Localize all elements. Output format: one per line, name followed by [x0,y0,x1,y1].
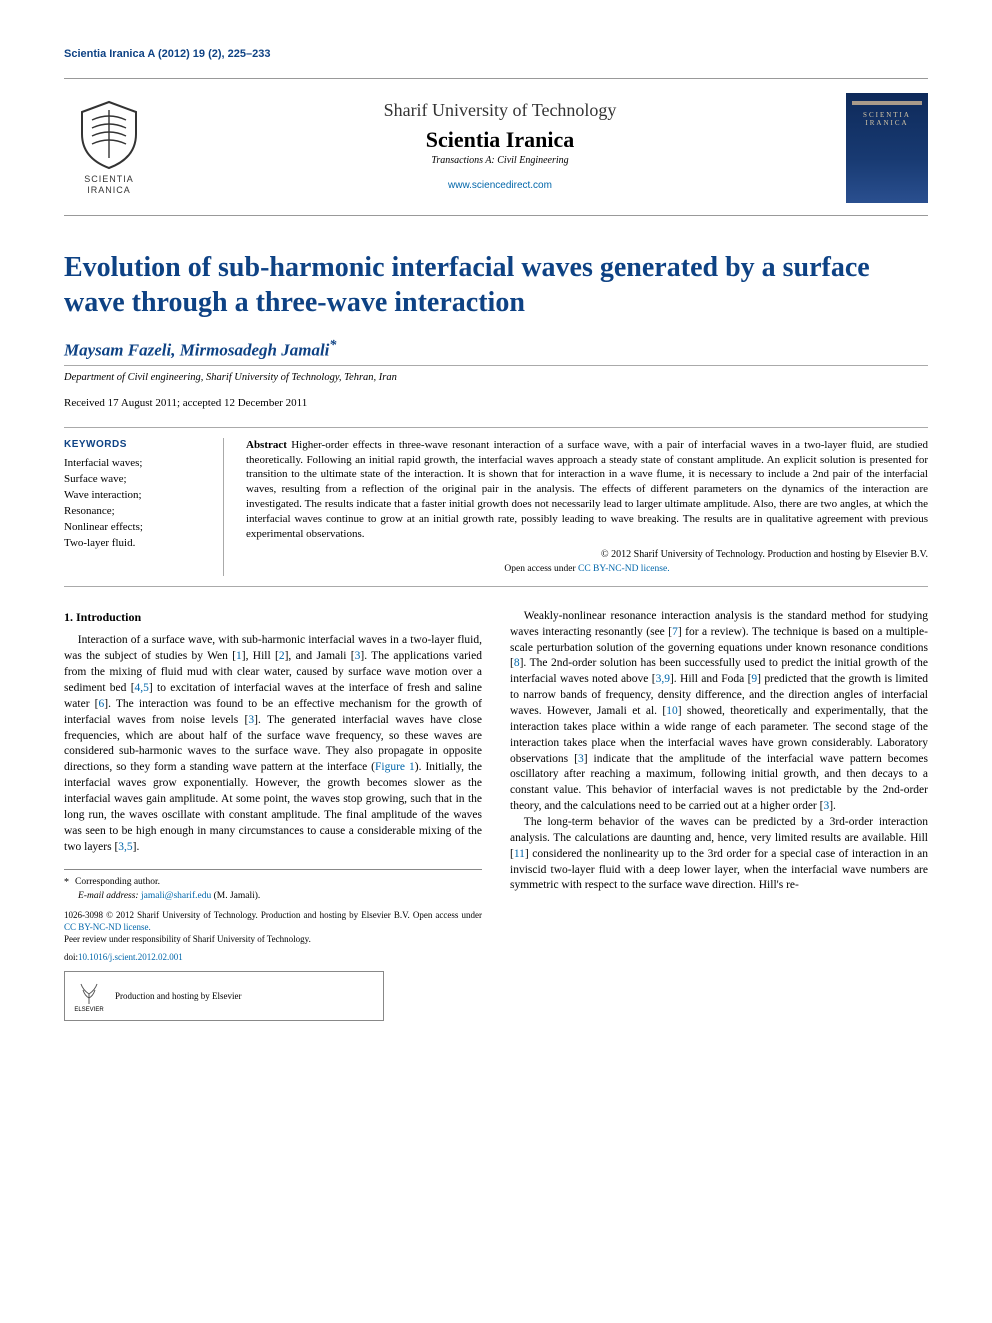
paragraph: Interaction of a surface wave, with sub-… [64,633,482,855]
body-text: ], and Jamali [ [285,650,355,662]
ref-link[interactable]: 3,9 [656,673,670,685]
article-title: Evolution of sub-harmonic interfacial wa… [64,250,928,320]
keyword-item: Two-layer fluid. [64,536,211,552]
email-suffix: (M. Jamali). [214,891,261,901]
keyword-item: Interfacial waves; [64,456,211,472]
keywords-column: KEYWORDS Interfacial waves; Surface wave… [64,438,224,576]
ref-link[interactable]: 10 [666,705,678,717]
open-access-line: Open access under CC BY-NC-ND license. [246,563,928,576]
body-columns: 1. Introduction Interaction of a surface… [64,609,928,1021]
keyword-item: Nonlinear effects; [64,520,211,536]
body-text: ] considered the nonlinearity up to the … [510,848,928,892]
journal-transactions: Transactions A: Civil Engineering [172,155,828,166]
abstract-label: Abstract [246,439,287,451]
keyword-item: Resonance; [64,504,211,520]
keyword-item: Wave interaction; [64,488,211,504]
ref-link[interactable]: 11 [514,848,525,860]
logo-caption-2: IRANICA [87,185,131,195]
body-text: ]. [133,841,140,853]
university-name: Sharif University of Technology [172,100,828,121]
copyright-line: © 2012 Sharif University of Technology. … [246,548,928,562]
footnotes: * Corresponding author. E-mail address: … [64,869,482,1021]
article-dates: Received 17 August 2011; accepted 12 Dec… [64,397,928,409]
issn-line: 1026-3098 © 2012 Sharif University of Te… [64,909,482,933]
corresponding-marker: * [329,338,336,353]
journal-logo-left: SCIENTIA IRANICA [64,93,154,203]
peer-review-line: Peer review under responsibility of Shar… [64,933,482,945]
section-heading: 1. Introduction [64,609,482,626]
open-access-prefix: Open access under [413,910,482,920]
keyword-item: Surface wave; [64,472,211,488]
authors: Maysam Fazeli, Mirmosadegh Jamali* [64,338,928,361]
doi-line: doi:10.1016/j.scient.2012.02.001 [64,951,482,963]
elsevier-logo: ELSEVIER [73,978,105,1014]
journal-cover-thumbnail [846,93,928,203]
logo-caption-1: SCIENTIA [84,174,134,184]
running-head: Scientia Iranica A (2012) 19 (2), 225–23… [64,48,928,60]
body-text: ]. [829,800,836,812]
doi-prefix: doi: [64,952,78,962]
elsevier-hosting-box: ELSEVIER Production and hosting by Elsev… [64,971,384,1021]
keywords-heading: KEYWORDS [64,438,211,453]
license-link[interactable]: CC BY-NC-ND license. [64,922,151,932]
corresponding-author-label: Corresponding author. [75,876,160,890]
license-link[interactable]: CC BY-NC-ND license. [578,564,670,574]
abstract-column: Abstract Higher-order effects in three-w… [246,438,928,576]
journal-header: SCIENTIA IRANICA Sharif University of Te… [64,78,928,216]
journal-link[interactable]: www.sciencedirect.com [448,180,552,191]
ref-link[interactable]: 3,5 [118,841,132,853]
open-access-prefix: Open access under [504,564,578,574]
paragraph: Weakly-nonlinear resonance interaction a… [510,609,928,815]
elsevier-label: ELSEVIER [74,1006,103,1014]
ref-link[interactable]: 4,5 [135,682,149,694]
body-text: ], Hill [ [242,650,279,662]
author-rule [64,365,928,366]
email-label: E-mail address: [78,891,139,901]
elsevier-tree-icon [75,980,103,1006]
email-link[interactable]: jamali@sharif.edu [141,891,211,901]
abstract-text: Higher-order effects in three-wave reson… [246,439,928,540]
author-names: Maysam Fazeli, Mirmosadegh Jamali [64,341,329,360]
shield-icon [78,100,140,170]
body-text: ). Initially, the interfacial waves grow… [64,761,482,852]
body-text: ]. Hill and Foda [ [670,673,751,685]
hosting-text: Production and hosting by Elsevier [115,990,241,1002]
issn-text: 1026-3098 © 2012 Sharif University of Te… [64,910,410,920]
paragraph: The long-term behavior of the waves can … [510,815,928,894]
journal-name: Scientia Iranica [172,127,828,153]
figure-link[interactable]: Figure 1 [375,761,415,773]
keywords-abstract-row: KEYWORDS Interfacial waves; Surface wave… [64,427,928,587]
doi-link[interactable]: 10.1016/j.scient.2012.02.001 [78,952,183,962]
footnote-marker: * [64,876,69,890]
affiliation: Department of Civil engineering, Sharif … [64,372,928,383]
header-center: Sharif University of Technology Scientia… [172,100,828,196]
